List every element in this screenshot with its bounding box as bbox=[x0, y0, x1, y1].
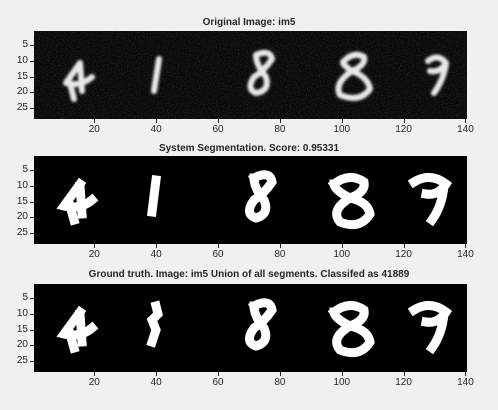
y-tick-mark bbox=[30, 45, 34, 47]
y-tick-label: 5 bbox=[22, 292, 28, 304]
x-tick-label: 80 bbox=[274, 124, 286, 135]
y-tick-mark bbox=[30, 298, 34, 300]
x-tick-mark bbox=[279, 244, 281, 248]
y-tick-label: 20 bbox=[16, 211, 28, 223]
x-tick-mark bbox=[94, 119, 96, 123]
panel-1-image bbox=[34, 31, 467, 119]
x-tick-label: 20 bbox=[88, 249, 100, 260]
x-tick-mark bbox=[403, 119, 405, 123]
y-tick-mark bbox=[30, 233, 34, 234]
x-tick-label: 100 bbox=[333, 124, 351, 135]
y-tick-label: 20 bbox=[16, 86, 28, 98]
x-tick-mark bbox=[341, 119, 343, 123]
x-tick-mark bbox=[218, 372, 220, 376]
y-tick-mark bbox=[30, 201, 34, 203]
y-tick-label: 20 bbox=[16, 339, 28, 351]
x-tick-label: 140 bbox=[457, 249, 474, 260]
x-tick-mark bbox=[341, 372, 343, 376]
x-tick-label: 20 bbox=[88, 377, 100, 388]
digit-8b-original bbox=[335, 51, 373, 101]
y-tick-label: 10 bbox=[16, 307, 28, 319]
y-tick-mark bbox=[30, 170, 34, 172]
y-tick-label: 25 bbox=[16, 102, 28, 113]
y-tick-mark bbox=[30, 313, 34, 315]
x-tick-mark bbox=[218, 119, 220, 123]
x-tick-mark bbox=[465, 119, 467, 123]
y-tick-mark bbox=[30, 345, 34, 347]
y-tick-label: 15 bbox=[16, 70, 28, 82]
digit-4-original bbox=[63, 60, 95, 102]
digit-1-groundtruth bbox=[146, 300, 163, 348]
x-tick-mark bbox=[465, 372, 467, 376]
panel-2-axes[interactable] bbox=[34, 156, 467, 244]
x-tick-label: 20 bbox=[88, 124, 100, 135]
panel-3-title: Ground truth. Image: im5 Union of all se… bbox=[88, 269, 410, 280]
x-tick-label: 60 bbox=[212, 377, 224, 388]
y-tick-label: 15 bbox=[16, 195, 28, 207]
digit-8a-original bbox=[247, 49, 275, 96]
x-tick-mark bbox=[156, 119, 158, 123]
x-tick-mark bbox=[341, 244, 343, 248]
x-tick-mark bbox=[94, 244, 96, 248]
x-tick-mark bbox=[156, 372, 158, 376]
panel-2-image bbox=[34, 156, 467, 244]
x-tick-mark bbox=[403, 244, 405, 248]
x-tick-label: 120 bbox=[395, 249, 412, 260]
panel-1-axes[interactable] bbox=[34, 31, 467, 119]
y-tick-label: 10 bbox=[16, 179, 28, 191]
panel-2-title: System Segmentation. Score: 0.95331 bbox=[158, 143, 340, 154]
y-tick-label: 25 bbox=[16, 355, 28, 366]
panel-3-image bbox=[34, 284, 467, 372]
y-tick-mark bbox=[30, 76, 34, 78]
panel-3-axes[interactable] bbox=[34, 284, 467, 372]
x-tick-label: 140 bbox=[457, 377, 474, 388]
y-tick-mark bbox=[30, 361, 34, 362]
digit-9-original bbox=[425, 54, 449, 96]
digit-4-groundtruth bbox=[56, 305, 99, 354]
y-tick-mark bbox=[30, 60, 34, 62]
y-tick-label: 10 bbox=[16, 54, 28, 66]
digit-8b-groundtruth bbox=[327, 301, 375, 358]
y-tick-mark bbox=[30, 185, 34, 187]
digit-1-segment bbox=[146, 174, 162, 218]
x-tick-mark bbox=[156, 244, 158, 248]
x-tick-label: 80 bbox=[274, 377, 286, 388]
x-tick-label: 40 bbox=[150, 124, 162, 135]
y-tick-label: 25 bbox=[16, 227, 28, 238]
y-tick-mark bbox=[30, 92, 34, 94]
x-tick-label: 120 bbox=[395, 377, 412, 388]
x-tick-label: 60 bbox=[212, 249, 224, 260]
y-tick-label: 5 bbox=[22, 39, 28, 51]
x-tick-mark bbox=[279, 372, 281, 376]
digit-8b-segment bbox=[327, 173, 375, 230]
x-tick-mark bbox=[94, 372, 96, 376]
x-tick-label: 40 bbox=[150, 249, 162, 260]
digit-8a-segment bbox=[245, 170, 277, 223]
y-tick-label: 15 bbox=[16, 323, 28, 335]
y-tick-mark bbox=[30, 329, 34, 331]
panel-1-title: Original Image: im5 bbox=[202, 17, 296, 28]
x-tick-label: 100 bbox=[333, 249, 351, 260]
digit-8a-groundtruth bbox=[245, 298, 277, 351]
digit-1-original bbox=[151, 56, 162, 94]
digit-9-groundtruth bbox=[407, 301, 453, 355]
x-tick-label: 100 bbox=[333, 377, 351, 388]
y-tick-mark bbox=[30, 217, 34, 219]
x-tick-label: 120 bbox=[395, 124, 412, 135]
x-tick-label: 40 bbox=[150, 377, 162, 388]
y-tick-label: 5 bbox=[22, 164, 28, 176]
y-tick-mark bbox=[30, 108, 34, 109]
digit-9-segment bbox=[407, 173, 453, 227]
x-tick-mark bbox=[403, 372, 405, 376]
x-tick-label: 80 bbox=[274, 249, 286, 260]
x-tick-label: 140 bbox=[457, 124, 474, 135]
x-tick-mark bbox=[465, 244, 467, 248]
digit-4-segment bbox=[56, 177, 99, 226]
x-tick-label: 60 bbox=[212, 124, 224, 135]
x-tick-mark bbox=[279, 119, 281, 123]
x-tick-mark bbox=[218, 244, 220, 248]
